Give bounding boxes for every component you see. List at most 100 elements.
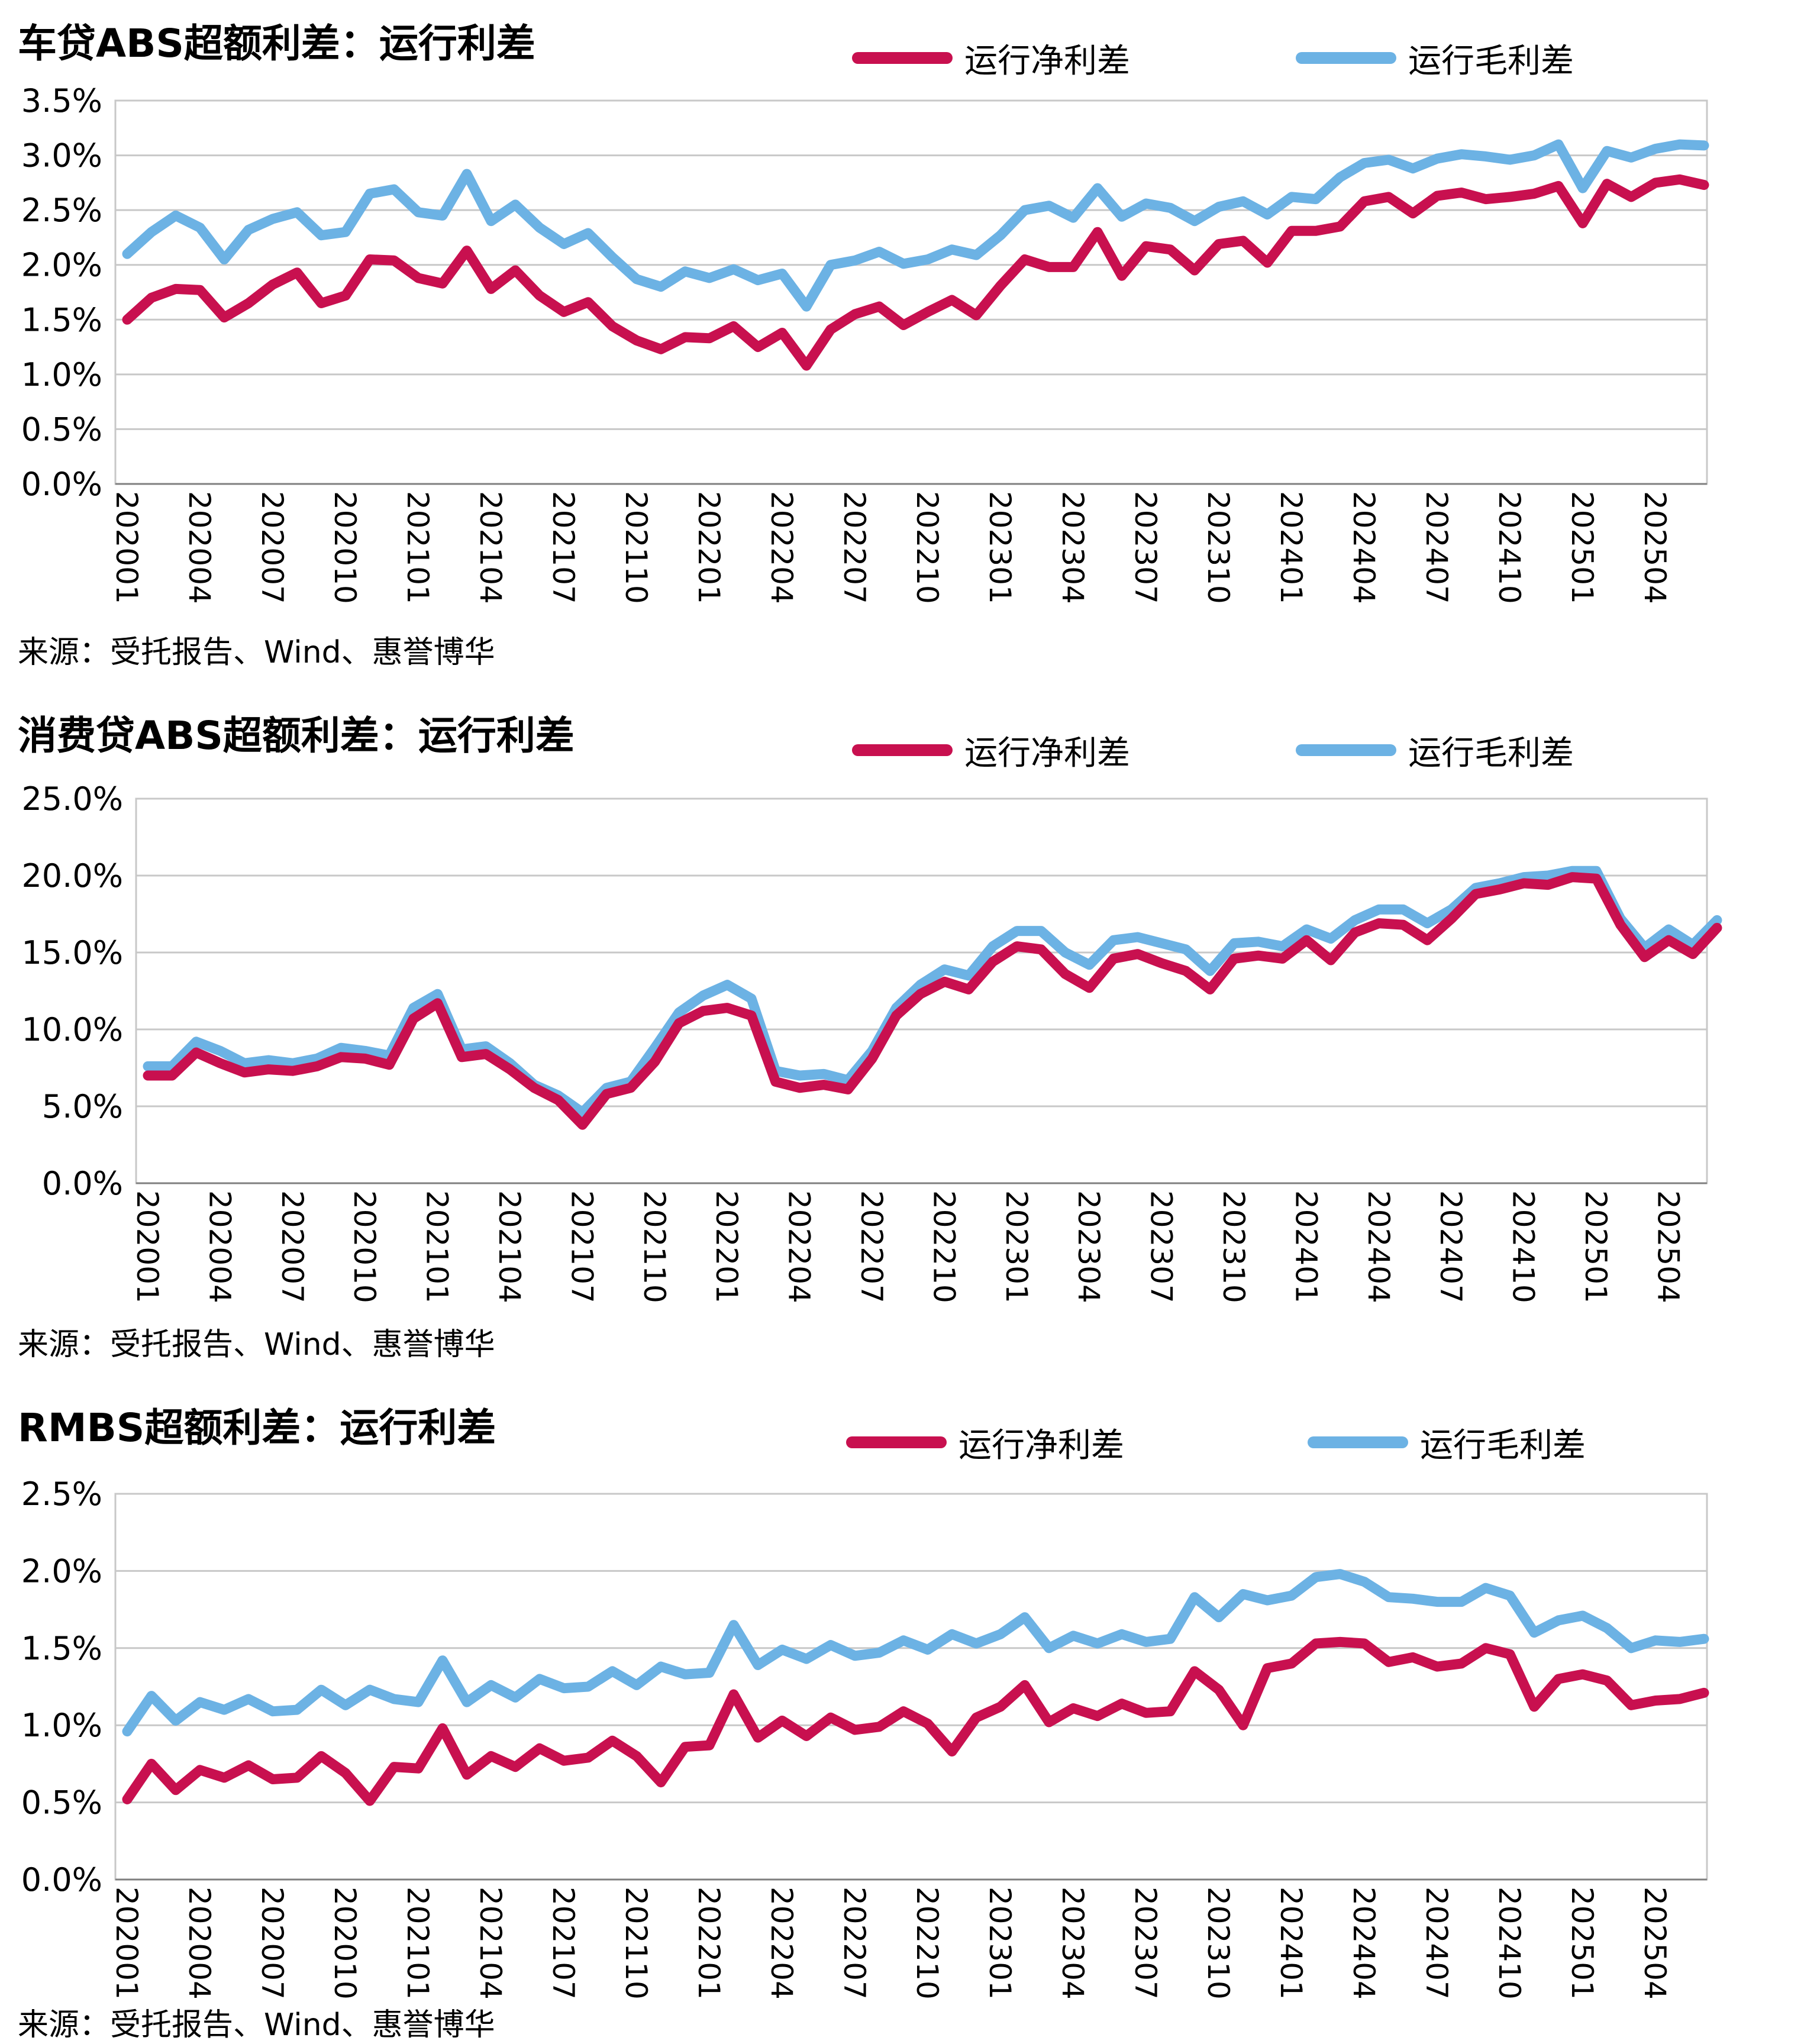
x-tick-label: 202304	[1056, 1887, 1090, 2000]
y-tick-label: 3.5%	[21, 82, 102, 120]
chart-title: 消费贷ABS超额利差：运行利差	[18, 713, 575, 758]
x-tick-label: 202010	[347, 1190, 382, 1303]
x-tick-label: 202304	[1072, 1190, 1106, 1303]
x-tick-label: 202007	[255, 1887, 289, 2000]
x-tick-label: 202301	[999, 1190, 1034, 1303]
chart-panel-rmbs: RMBS超额利差：运行利差 运行净利差 运行毛利差 0.0% 0.5% 1.0% 1.…	[0, 1384, 1817, 2043]
y-tick-label: 0.5%	[21, 411, 102, 448]
x-tick-label: 202504	[1651, 1190, 1685, 1303]
x-tick-label: 202104	[492, 1190, 527, 1303]
x-tick-label: 202201	[692, 491, 726, 604]
source-note: 来源：受托报告、Wind、惠誉博华	[18, 2007, 495, 2043]
x-tick-label: 202101	[401, 1887, 435, 2000]
x-tick-label: 202107	[546, 1887, 580, 2000]
x-tick-label: 202104	[473, 491, 508, 604]
x-tick-label: 202004	[202, 1190, 237, 1303]
series-line-net	[122, 174, 1709, 371]
x-tick-label: 202310	[1216, 1190, 1251, 1303]
x-tick-label: 202201	[692, 1887, 726, 2000]
legend-swatch-gross	[1296, 52, 1396, 64]
x-tick-label: 202010	[328, 491, 362, 604]
x-tick-label: 202301	[983, 1887, 1017, 2000]
series-line-gross	[122, 139, 1709, 312]
x-tick-label: 202110	[619, 491, 653, 604]
legend-swatch-gross	[1308, 1436, 1408, 1448]
x-tick-label: 202407	[1419, 1887, 1454, 2000]
x-tick-label: 202210	[927, 1190, 961, 1303]
y-tick-label: 2.0%	[21, 247, 102, 284]
source-note: 来源：受托报告、Wind、惠誉博华	[18, 635, 495, 670]
legend-swatch-gross	[1296, 744, 1396, 756]
x-tick-label: 202010	[328, 1887, 362, 2000]
x-tick-label: 202004	[182, 491, 217, 604]
x-tick-label: 202210	[910, 1887, 944, 2000]
y-tick-label: 5.0%	[42, 1088, 123, 1125]
legend-label-net: 运行净利差	[958, 1426, 1124, 1465]
x-tick-label: 202401	[1289, 1190, 1323, 1303]
chart-panel-consumer-loan: 消费贷ABS超额利差：运行利差 运行净利差 运行毛利差 0.0% 5.0% 10.0…	[0, 692, 1817, 1384]
x-tick-label: 202207	[854, 1190, 889, 1303]
x-tick-label: 202304	[1056, 491, 1090, 604]
x-tick-label: 202501	[1565, 1887, 1599, 2000]
chart-panel-car-loan: 车贷ABS超额利差：运行利差 运行净利差 运行毛利差 0.0% 0.5% 1.0% 1…	[0, 0, 1817, 692]
y-tick-label: 1.5%	[21, 301, 102, 338]
x-tick-label: 202307	[1128, 1887, 1163, 2000]
x-tick-label: 202110	[637, 1190, 672, 1303]
series-line-net	[122, 1636, 1709, 1806]
y-tick-label: 3.0%	[21, 137, 102, 175]
x-tick-label: 202407	[1419, 491, 1454, 604]
x-tick-label: 202204	[782, 1190, 816, 1303]
x-tick-label: 202107	[564, 1190, 599, 1303]
chart-title: 车贷ABS超额利差：运行利差	[18, 21, 535, 66]
x-tick-label: 202001	[109, 1887, 144, 2000]
x-tick-label: 202007	[255, 491, 289, 604]
x-tick-label: 202101	[420, 1190, 454, 1303]
series-line-net	[143, 872, 1722, 1130]
x-tick-label: 202301	[983, 491, 1017, 604]
y-tick-label: 2.5%	[21, 1475, 102, 1513]
plot-frame	[114, 1493, 1708, 1881]
y-tick-label: 2.0%	[21, 1552, 102, 1590]
legend-swatch-net	[852, 52, 953, 64]
legend-swatch-net	[852, 744, 953, 756]
x-tick-label: 202401	[1274, 1887, 1308, 2000]
x-tick-label: 202204	[764, 491, 799, 604]
x-tick-label: 202307	[1128, 491, 1163, 604]
legend-label-gross: 运行毛利差	[1408, 734, 1574, 773]
y-tick-label: 0.5%	[21, 1784, 102, 1822]
x-tick-label: 202110	[619, 1887, 653, 2000]
x-tick-label: 202201	[709, 1190, 744, 1303]
x-tick-label: 202204	[764, 1887, 799, 2000]
y-tick-label: 0.0%	[21, 466, 102, 503]
x-tick-label: 202001	[109, 491, 144, 604]
y-tick-label: 0.0%	[42, 1165, 123, 1202]
x-tick-label: 202401	[1274, 491, 1308, 604]
x-tick-label: 202104	[473, 1887, 508, 2000]
x-tick-label: 202307	[1144, 1190, 1179, 1303]
y-tick-label: 10.0%	[21, 1011, 123, 1048]
x-tick-label: 202410	[1492, 491, 1526, 604]
x-tick-label: 202107	[546, 491, 580, 604]
x-tick-label: 202210	[910, 491, 944, 604]
legend-label-gross: 运行毛利差	[1420, 1426, 1586, 1465]
y-tick-label: 15.0%	[21, 934, 123, 971]
y-tick-label: 2.5%	[21, 192, 102, 229]
chart-plot-rmbs: 0.0% 0.5% 1.0% 1.5% 2.0% 2.5% 202001 202004 2020…	[21, 1475, 1709, 2000]
y-tick-label: 20.0%	[21, 857, 123, 895]
x-tick-label: 202501	[1565, 491, 1599, 604]
x-tick-label: 202404	[1361, 1190, 1396, 1303]
chart-plot-car-loan: 0.0% 0.5% 1.0% 1.5% 2.0% 2.5% 3.0% 3.5% 202001 20…	[21, 82, 1709, 604]
chart-plot-consumer-loan: 0.0% 5.0% 10.0% 15.0% 20.0% 25.0% 202001 202004…	[21, 780, 1722, 1303]
x-tick-label: 202007	[275, 1190, 309, 1303]
x-tick-label: 202207	[837, 491, 872, 604]
legend-label-net: 运行净利差	[964, 42, 1130, 80]
legend-swatch-net	[846, 1436, 947, 1448]
x-tick-label: 202001	[130, 1190, 164, 1303]
x-tick-label: 202004	[182, 1887, 217, 2000]
x-tick-label: 202410	[1506, 1190, 1541, 1303]
y-tick-label: 1.0%	[21, 1707, 102, 1744]
x-tick-label: 202404	[1347, 1887, 1381, 2000]
y-tick-label: 1.0%	[21, 356, 102, 393]
x-tick-label: 202504	[1638, 1887, 1672, 2000]
legend-label-gross: 运行毛利差	[1408, 42, 1574, 80]
